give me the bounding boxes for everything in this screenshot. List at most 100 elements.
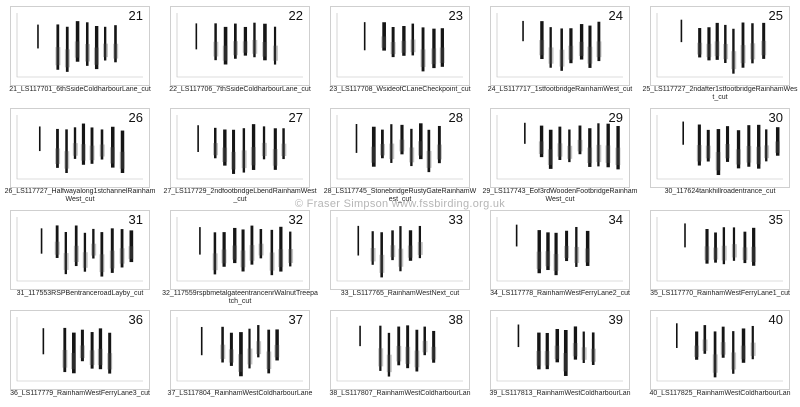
thumbnail-caption[interactable]: 30_117624tankhillroadentrance_cut [664,188,776,195]
thumbnail-number: 24 [608,8,623,23]
thumbnail-caption[interactable]: 26_LS117727_Halfwayalong1stchannelRainha… [4,188,156,203]
spectrogram-thumbnail[interactable]: 32 [170,210,310,290]
spectrogram-thumbnail[interactable]: 23 [330,6,470,86]
thumbnail-number: 34 [608,212,623,227]
thumbnail-caption[interactable]: 22_LS117706_7thSsideColdharbourLane_cut [169,86,311,93]
thumbnail-number: 35 [768,212,783,227]
thumbnail-item[interactable]: 40 40_LS117825_RainhamWestColdharbourLan [640,306,800,407]
thumbnail-number: 22 [288,8,303,23]
thumbnail-caption[interactable]: 35_LS117770_RainhamWestFerryLane1_cut [650,290,790,297]
spectrogram-thumbnail[interactable]: 39 [490,310,630,390]
thumbnail-caption[interactable]: 34_LS117778_RainhamWestFerryLane2_cut [490,290,630,297]
spectrogram-thumbnail[interactable]: 30 [650,108,790,188]
thumbnail-number: 32 [288,212,303,227]
thumbnail-caption[interactable]: 38_LS117807_RainhamWestColdharbourLan [329,390,471,397]
spectrogram-thumbnail[interactable]: 27 [170,108,310,188]
spectrogram-image [496,115,623,180]
spectrogram-thumbnail[interactable]: 21 [10,6,150,86]
thumbnail-number: 36 [128,312,143,327]
thumbnail-caption[interactable]: 25_LS117727_2ndafter1stfootbridgeRainham… [642,86,798,101]
thumbnail-number: 27 [288,110,303,125]
spectrogram-image [336,217,463,282]
spectrogram-image [496,317,623,382]
thumbnail-item[interactable]: 29 29_LS117743_Eof3rdWoodenFootbridgeRain… [480,104,640,205]
spectrogram-image [496,217,623,282]
spectrogram-image [16,13,143,78]
thumbnail-item[interactable]: 32 32_117559rspbmetalgateentrancenrWalnut… [160,206,320,307]
thumbnail-item[interactable]: 30 30_117624tankhillroadentrance_cut [640,104,800,205]
spectrogram-thumbnail[interactable]: 36 [10,310,150,390]
spectrogram-image [176,217,303,282]
spectrogram-image [656,115,783,180]
spectrogram-thumbnail[interactable]: 33 [330,210,470,290]
thumbnail-item[interactable]: 22 22_LS117706_7thSsideColdharbourLane_cu… [160,2,320,103]
thumbnail-caption[interactable]: 33_LS117765_RainhamWestNext_cut [340,290,460,297]
thumbnail-item[interactable]: 31 31_117553RSPBentranceroadLayby_cut [0,206,160,307]
spectrogram-image [656,317,783,382]
spectrogram-thumbnail[interactable]: 38 [330,310,470,390]
thumbnail-item[interactable]: 39 39_LS117813_RainhamWestColdharbourLan [480,306,640,407]
spectrogram-image [496,13,623,78]
spectrogram-thumbnail[interactable]: 29 [490,108,630,188]
spectrogram-image [176,13,303,78]
thumbnail-caption[interactable]: 27_LS117729_2ndfootbridgeLbendRainhamWes… [163,188,317,203]
thumbnail-caption[interactable]: 40_LS117825_RainhamWestColdharbourLan [649,390,791,397]
thumbnail-caption[interactable]: 37_LS117804_RainhamWestColdharbourLane [167,390,313,397]
thumbnail-item[interactable]: 25 25_LS117727_2ndafter1stfootbridgeRainh… [640,2,800,103]
thumbnail-item[interactable]: 27 27_LS117729_2ndfootbridgeLbendRainhamW… [160,104,320,205]
spectrogram-thumbnail[interactable]: 28 [330,108,470,188]
thumbnail-number: 31 [128,212,143,227]
spectrogram-image [176,115,303,180]
thumbnail-number: 29 [608,110,623,125]
thumbnail-number: 37 [288,312,303,327]
thumbnail-number: 28 [448,110,463,125]
spectrogram-image [656,13,783,78]
spectrogram-image [176,317,303,382]
spectrogram-image [16,115,143,180]
spectrogram-thumbnail[interactable]: 35 [650,210,790,290]
spectrogram-thumbnail[interactable]: 34 [490,210,630,290]
thumbnail-number: 26 [128,110,143,125]
thumbnail-item[interactable]: 38 38_LS117807_RainhamWestColdharbourLan [320,306,480,407]
spectrogram-image [336,13,463,78]
thumbnail-caption[interactable]: 36_LS117779_RainhamWestFerryLane3_cut [10,390,150,397]
thumbnail-number: 21 [128,8,143,23]
spectrogram-image [16,317,143,382]
thumbnail-caption[interactable]: 31_117553RSPBentranceroadLayby_cut [16,290,144,297]
spectrogram-image [336,317,463,382]
thumbnail-item[interactable]: 37 37_LS117804_RainhamWestColdharbourLane [160,306,320,407]
thumbnail-caption[interactable]: 39_LS117813_RainhamWestColdharbourLan [489,390,631,397]
spectrogram-thumbnail[interactable]: 22 [170,6,310,86]
spectrogram-image [16,217,143,282]
thumbnail-number: 30 [768,110,783,125]
thumbnail-item[interactable]: 33 33_LS117765_RainhamWestNext_cut [320,206,480,307]
thumbnail-item[interactable]: 28 28_LS117745_StonebridgeRustyGateRainha… [320,104,480,205]
thumbnail-caption[interactable]: 32_117559rspbmetalgateentrancenrWalnutTr… [162,290,318,305]
thumbnail-number: 25 [768,8,783,23]
thumbnail-item[interactable]: 24 24_LS117717_1stfootbridgeRainhamWest_c… [480,2,640,103]
thumbnail-item[interactable]: 35 35_LS117770_RainhamWestFerryLane1_cut [640,206,800,307]
spectrogram-thumbnail[interactable]: 40 [650,310,790,390]
thumbnail-item[interactable]: 26 26_LS117727_Halfwayalong1stchannelRain… [0,104,160,205]
thumbnail-item[interactable]: 36 36_LS117779_RainhamWestFerryLane3_cut [0,306,160,407]
thumbnail-item[interactable]: 23 23_LS117708_WsideofCLaneCheckpoint_cut [320,2,480,103]
thumbnail-caption[interactable]: 23_LS117708_WsideofCLaneCheckpoint_cut [329,86,471,93]
thumbnail-item[interactable]: 34 34_LS117778_RainhamWestFerryLane2_cut [480,206,640,307]
thumbnail-number: 40 [768,312,783,327]
spectrogram-thumbnail[interactable]: 31 [10,210,150,290]
spectrogram-thumbnail[interactable]: 37 [170,310,310,390]
thumbnail-number: 38 [448,312,463,327]
spectrogram-thumbnail[interactable]: 26 [10,108,150,188]
spectrogram-thumbnail[interactable]: 24 [490,6,630,86]
thumbnail-number: 39 [608,312,623,327]
spectrogram-image [336,115,463,180]
thumbnail-caption[interactable]: 21_LS117701_6thSsideColdharbourLane_cut [9,86,151,93]
thumbnail-number: 23 [448,8,463,23]
thumbnail-caption[interactable]: 28_LS117745_StonebridgeRustyGateRainhamW… [323,188,477,203]
spectrogram-thumbnail[interactable]: 25 [650,6,790,86]
spectrogram-image [656,217,783,282]
thumbnail-caption[interactable]: 29_LS117743_Eof3rdWoodenFootbridgeRainha… [482,188,638,203]
thumbnail-item[interactable]: 21 21_LS117701_6thSsideColdharbourLane_cu… [0,2,160,103]
thumbnail-caption[interactable]: 24_LS117717_1stfootbridgeRainhamWest_cut [487,86,633,93]
